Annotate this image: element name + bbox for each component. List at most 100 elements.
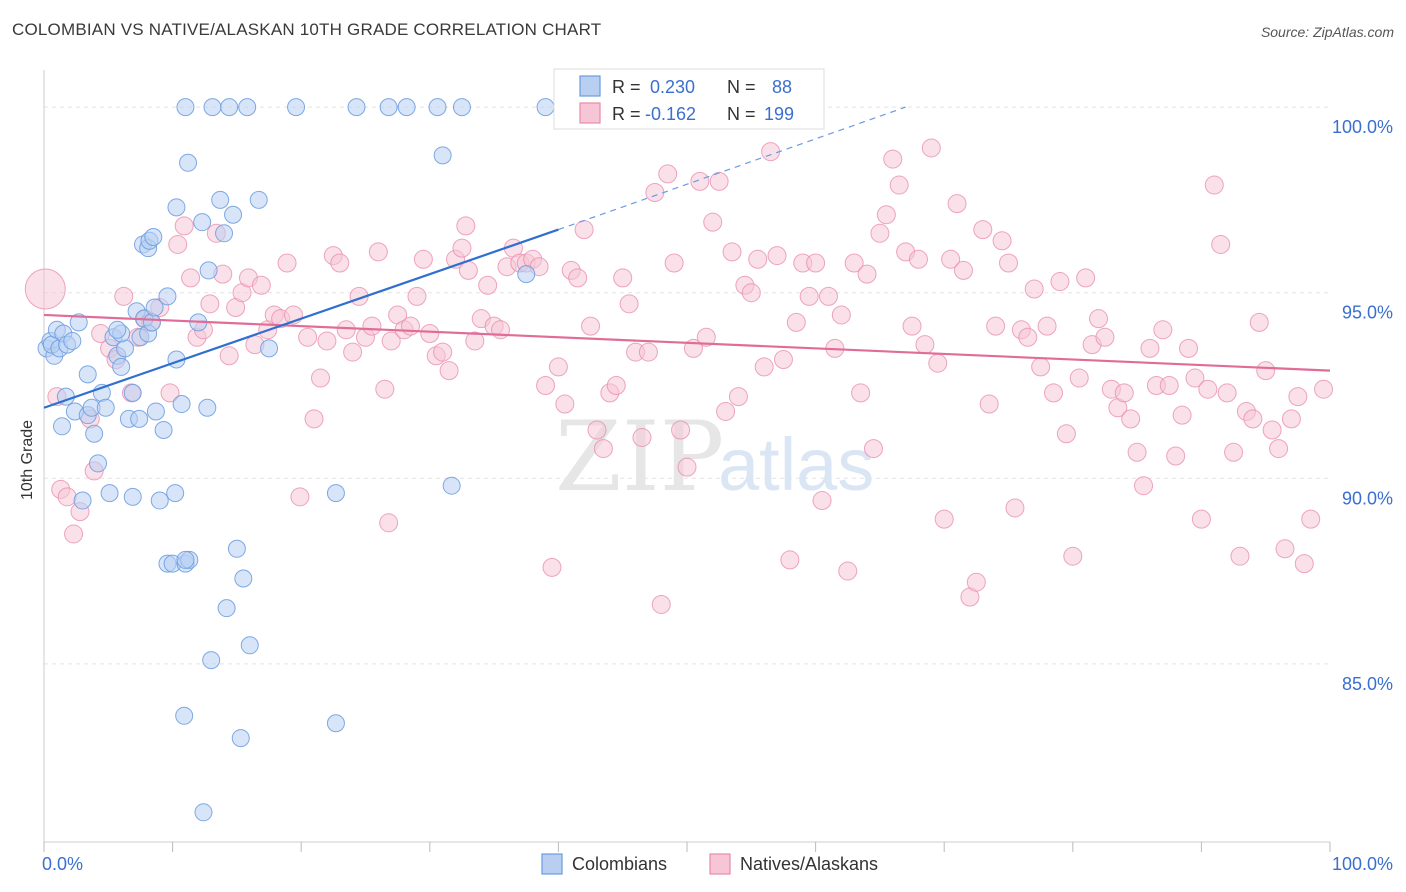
point-colombian-68 <box>249 190 268 209</box>
point-native-120 <box>818 286 838 306</box>
point-native-97 <box>671 420 691 440</box>
point-native-2 <box>57 487 77 507</box>
watermark: ZIP atlas <box>555 401 874 513</box>
point-colombian-28 <box>123 487 142 506</box>
point-native-113 <box>773 350 793 369</box>
point-native-37 <box>298 327 318 347</box>
point-native-59 <box>433 342 453 362</box>
point-native-170 <box>1140 338 1160 358</box>
point-colombian-49 <box>167 198 186 217</box>
point-colombian-48 <box>166 484 185 503</box>
point-native-57 <box>420 324 440 344</box>
point-native-186 <box>1243 409 1263 429</box>
point-native-64 <box>458 260 478 280</box>
point-native-130 <box>883 149 903 169</box>
point-native-47 <box>362 316 382 336</box>
point-native-38 <box>304 409 324 429</box>
stats-swatch-natives <box>579 102 601 124</box>
point-native-157 <box>1056 424 1076 444</box>
point-colombian-60 <box>202 651 221 670</box>
point-colombian-74 <box>442 476 461 495</box>
point-native-117 <box>799 286 819 306</box>
stats-legend: R = 0.230 N = 88 R = -0.162 N = 199 <box>553 68 825 130</box>
point-native-3 <box>64 524 84 544</box>
point-native-91 <box>632 427 652 447</box>
point-colombian-58 <box>198 398 217 417</box>
point-colombian-55 <box>179 153 198 172</box>
point-native-54 <box>401 316 421 336</box>
point-native-17 <box>168 234 188 254</box>
point-native-152 <box>1024 279 1044 299</box>
point-colombian-84 <box>428 98 447 117</box>
point-native-140 <box>947 194 967 214</box>
point-native-114 <box>780 550 800 570</box>
point-colombian-83 <box>397 98 416 117</box>
point-colombian-39 <box>154 421 173 440</box>
point-native-89 <box>619 294 639 314</box>
point-colombian-38 <box>150 491 169 510</box>
point-native-126 <box>857 264 877 284</box>
point-native-112 <box>767 246 787 266</box>
point-native-19 <box>181 268 201 288</box>
point-native-128 <box>870 223 890 243</box>
stats-n-label-colombians: N = <box>727 77 756 97</box>
stats-r-value-natives: -0.162 <box>645 104 696 124</box>
point-colombian-24 <box>112 357 131 376</box>
point-native-108 <box>741 283 761 303</box>
point-native-50 <box>379 513 399 533</box>
point-native-176 <box>1179 338 1199 358</box>
point-native-183 <box>1224 442 1244 462</box>
point-colombian-69 <box>260 339 279 358</box>
point-colombian-37 <box>146 402 165 421</box>
point-native-51 <box>381 331 401 351</box>
point-colombian-20 <box>96 398 115 417</box>
point-colombian-54 <box>176 550 195 569</box>
point-native-143 <box>966 572 986 592</box>
point-native-192 <box>1281 409 1301 429</box>
point-colombian-81 <box>347 98 366 117</box>
point-colombian-17 <box>85 424 104 443</box>
y-axis-label: 10th Grade <box>19 420 36 500</box>
point-colombian-78 <box>220 98 239 117</box>
point-native-162 <box>1089 309 1109 329</box>
point-native-151 <box>1018 327 1038 347</box>
point-native-67 <box>478 275 498 295</box>
point-colombian-73 <box>326 714 345 733</box>
point-colombian-35 <box>143 313 162 332</box>
point-native-78 <box>548 357 568 377</box>
point-native-182 <box>1217 383 1237 403</box>
point-colombian-13 <box>73 491 92 510</box>
point-native-92 <box>638 342 658 362</box>
point-native-65 <box>465 331 485 351</box>
point-native-135 <box>915 335 935 355</box>
point-native-56 <box>413 249 433 269</box>
point-native-190 <box>1269 439 1289 459</box>
point-native-109 <box>748 249 768 269</box>
point-native-36 <box>290 487 310 507</box>
point-colombian-80 <box>287 98 306 117</box>
point-native-169 <box>1134 476 1154 496</box>
point-native-136 <box>921 138 941 158</box>
chart-title: COLOMBIAN VS NATIVE/ALASKAN 10TH GRADE C… <box>12 20 602 39</box>
point-native-122 <box>831 305 851 325</box>
stats-r-value-colombians: 0.230 <box>650 77 695 97</box>
point-native-95 <box>658 164 678 184</box>
point-colombian-65 <box>227 539 246 558</box>
point-colombian-21 <box>100 484 119 503</box>
point-native-173 <box>1159 375 1179 395</box>
point-native-30 <box>251 275 271 295</box>
point-colombian-59 <box>199 261 218 280</box>
stats-n-label-natives: N = <box>727 104 756 124</box>
y-tick-label-0: 85.0% <box>1342 674 1393 694</box>
y-tick-label-2: 95.0% <box>1342 303 1393 323</box>
point-native-137 <box>928 353 948 373</box>
point-native-127 <box>863 439 883 459</box>
point-native-184 <box>1230 546 1250 566</box>
point-native-174 <box>1166 446 1186 466</box>
point-native-104 <box>716 401 736 421</box>
legend-label-colombians: Colombians <box>572 854 667 874</box>
point-native-55 <box>407 286 427 306</box>
source-label: Source: ZipAtlas.com <box>1260 24 1394 40</box>
point-native-62 <box>452 238 472 258</box>
point-native-189 <box>1262 420 1282 440</box>
